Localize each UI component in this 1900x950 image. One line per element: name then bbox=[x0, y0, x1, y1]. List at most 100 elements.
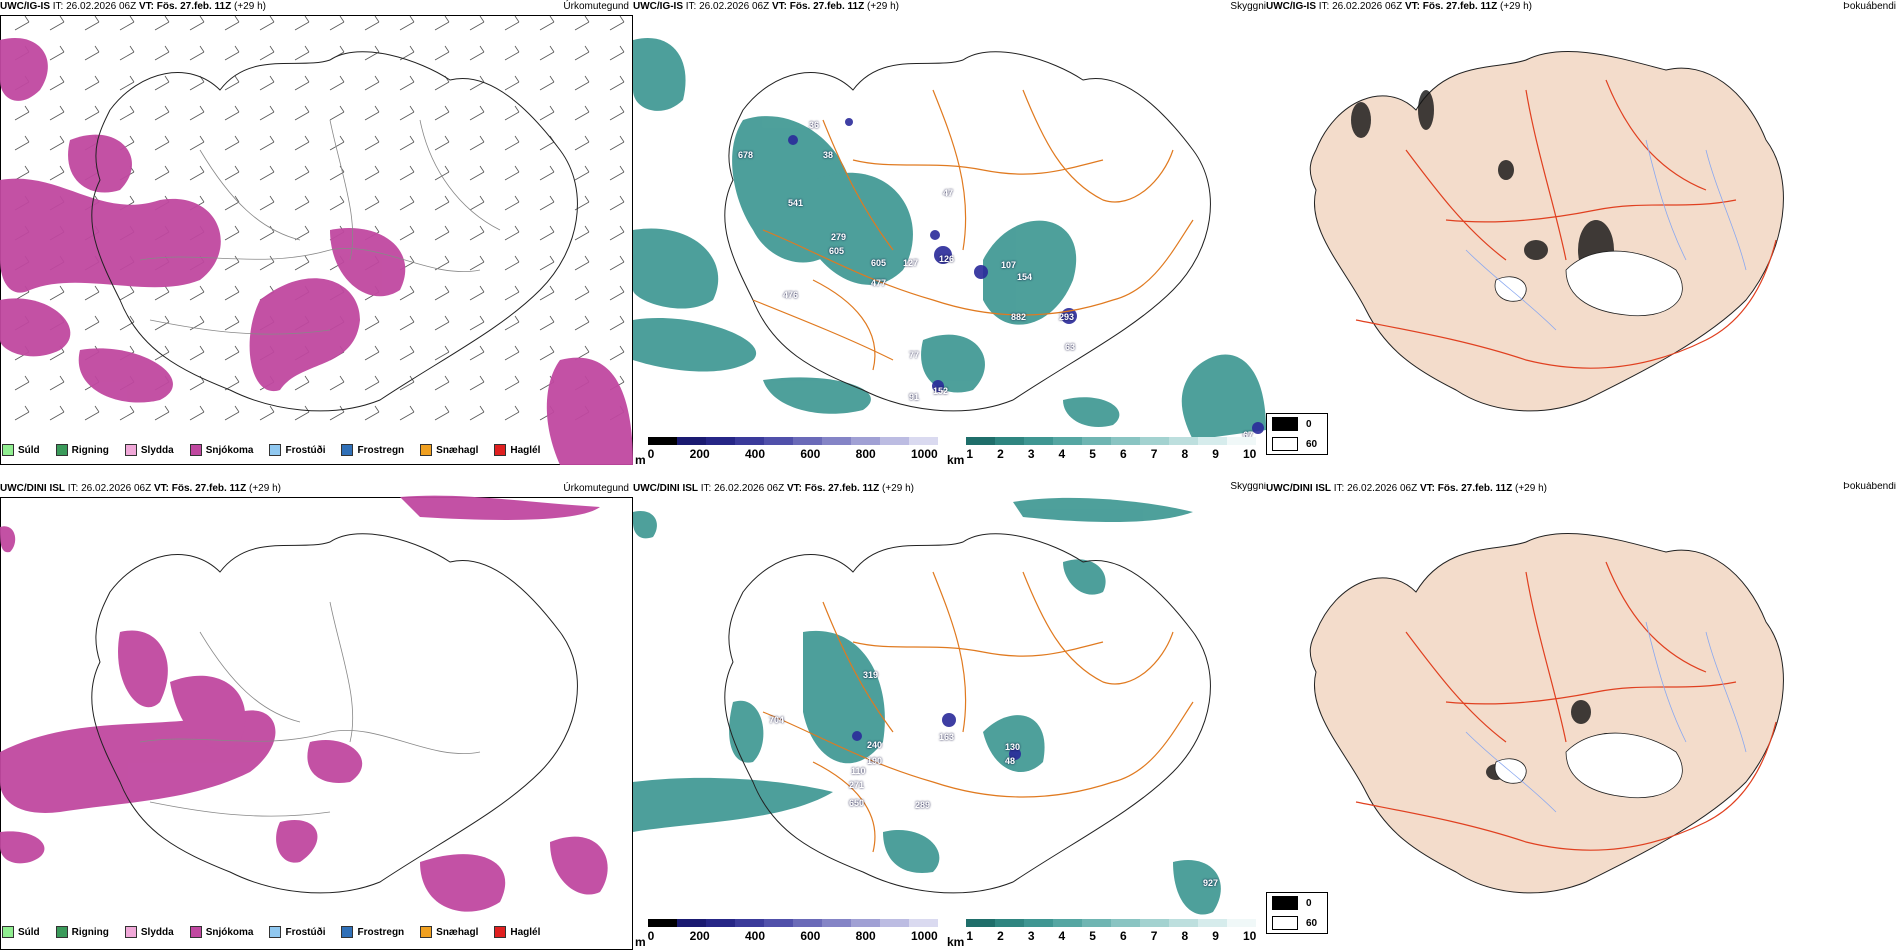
iceland-outline bbox=[724, 533, 1211, 894]
cloudbase-ticks: 0 200 400 600 800 1000 bbox=[648, 447, 938, 461]
cloudbase-value-label: 154 bbox=[1017, 272, 1033, 282]
legend-label: Snjókoma bbox=[205, 926, 254, 938]
wind-barb bbox=[49, 45, 65, 61]
wind-barb bbox=[469, 225, 485, 241]
legend-label: Slydda bbox=[140, 444, 174, 456]
wind-barb bbox=[504, 255, 520, 271]
cloudbase-value-label: 271 bbox=[849, 780, 865, 790]
wind-barb bbox=[399, 345, 415, 361]
fog-legend-swatch bbox=[1272, 896, 1298, 910]
legend-item: Rigning bbox=[55, 926, 109, 938]
wind-barb bbox=[154, 165, 170, 181]
wind-barb bbox=[539, 195, 555, 211]
wind-barb bbox=[399, 15, 415, 31]
vt-value: Fös. 27.feb. 11Z bbox=[1422, 1, 1498, 12]
tick-label: 200 bbox=[689, 929, 710, 943]
wind-barb bbox=[434, 15, 450, 31]
tick-label: 1 bbox=[966, 447, 974, 461]
wind-barb bbox=[224, 285, 240, 301]
wind-barb bbox=[469, 375, 485, 391]
wind-barb bbox=[189, 15, 205, 31]
wind-barb bbox=[504, 45, 520, 61]
wind-barb bbox=[224, 15, 240, 31]
cloudbase-value-label: 152 bbox=[933, 386, 949, 396]
wind-barb bbox=[504, 105, 520, 121]
wind-barb bbox=[399, 405, 415, 421]
it-value: 26.02.2026 06Z bbox=[1347, 483, 1418, 494]
wind-barb bbox=[539, 315, 555, 331]
tick-label: 7 bbox=[1150, 447, 1158, 461]
wind-barb bbox=[224, 345, 240, 361]
wind-barb bbox=[259, 105, 275, 121]
tick-label: 600 bbox=[800, 929, 821, 943]
wind-barb bbox=[609, 135, 625, 151]
cloudbase-value-label: 47 bbox=[943, 188, 954, 198]
legend-label: Snæhagl bbox=[436, 926, 479, 938]
wind-barb bbox=[189, 75, 205, 91]
legend-swatch bbox=[2, 926, 14, 938]
wind-barb bbox=[329, 135, 345, 151]
panel-type-label: Skyggni bbox=[1230, 482, 1266, 492]
blue-rivers bbox=[1465, 139, 1747, 331]
tick-label: 7 bbox=[1150, 929, 1158, 943]
wind-barb bbox=[469, 15, 485, 31]
visibility-gradient bbox=[966, 919, 1257, 927]
wind-barb bbox=[504, 405, 520, 421]
wind-barb bbox=[574, 255, 590, 271]
tick-label: 6 bbox=[1120, 447, 1127, 461]
vt-value: Fös. 27.feb. 11Z bbox=[1437, 483, 1513, 494]
wind-barb bbox=[259, 405, 275, 421]
fog-legend-item: 0 bbox=[1267, 414, 1327, 434]
fog-map bbox=[1309, 532, 1784, 894]
wind-barb bbox=[294, 255, 310, 271]
it-value: 26.02.2026 06Z bbox=[81, 483, 152, 494]
wind-barb bbox=[399, 315, 415, 331]
wind-barb bbox=[84, 315, 100, 331]
it-label: IT: bbox=[52, 1, 64, 12]
wind-barb bbox=[574, 165, 590, 181]
wind-barb bbox=[609, 165, 625, 181]
wind-barb bbox=[364, 315, 380, 331]
wind-barb bbox=[469, 135, 485, 151]
panel-header: UWC/IG-IS IT: 26.02.2026 06Z VT: Fös. 27… bbox=[0, 0, 266, 14]
wind-barb bbox=[469, 165, 485, 181]
fog-patches bbox=[1351, 90, 1614, 280]
model-name: UWC/IG-IS bbox=[1266, 1, 1316, 12]
wind-barb bbox=[329, 375, 345, 391]
visibility-colorbar: km 1 2 3 4 5 6 7 8 9 10 bbox=[943, 919, 1266, 949]
it-value: 26.02.2026 06Z bbox=[66, 1, 137, 12]
wind-barb bbox=[119, 45, 135, 61]
cloudbase-unit: m bbox=[635, 935, 646, 949]
wind-barb bbox=[364, 375, 380, 391]
wind-barb bbox=[259, 255, 275, 271]
tick-label: 10 bbox=[1242, 929, 1257, 943]
tick-label: 800 bbox=[855, 929, 876, 943]
wind-barb bbox=[399, 195, 415, 211]
legend-label: Súld bbox=[18, 926, 40, 938]
precip-panel-row1: UWC/IG-IS IT: 26.02.2026 06Z VT: Fös. 27… bbox=[0, 0, 633, 465]
wind-barb bbox=[364, 15, 380, 31]
wind-barb bbox=[504, 285, 520, 301]
wind-barb bbox=[399, 135, 415, 151]
legend-swatch bbox=[341, 444, 354, 456]
lead-time: (+29 h) bbox=[1515, 483, 1547, 494]
wind-barb bbox=[574, 75, 590, 91]
wind-barb bbox=[14, 15, 30, 31]
lead-time: (+29 h) bbox=[1500, 1, 1532, 12]
wind-barb bbox=[504, 135, 520, 151]
red-roads bbox=[1355, 561, 1777, 851]
cloudbase-value-label: 605 bbox=[829, 246, 845, 256]
wind-barb bbox=[259, 75, 275, 91]
wind-barb bbox=[539, 255, 555, 271]
it-label: IT: bbox=[1318, 1, 1330, 12]
tick-label: 3 bbox=[1027, 447, 1035, 461]
wind-barb bbox=[294, 15, 310, 31]
wind-barb bbox=[539, 75, 555, 91]
it-label: IT: bbox=[685, 1, 697, 12]
wind-barb bbox=[329, 15, 345, 31]
wind-barb bbox=[49, 405, 65, 421]
wind-barb bbox=[504, 75, 520, 91]
panel-type-label: Úrkomutegund bbox=[563, 1, 629, 12]
wind-barb bbox=[364, 135, 380, 151]
wind-barb bbox=[189, 405, 205, 421]
